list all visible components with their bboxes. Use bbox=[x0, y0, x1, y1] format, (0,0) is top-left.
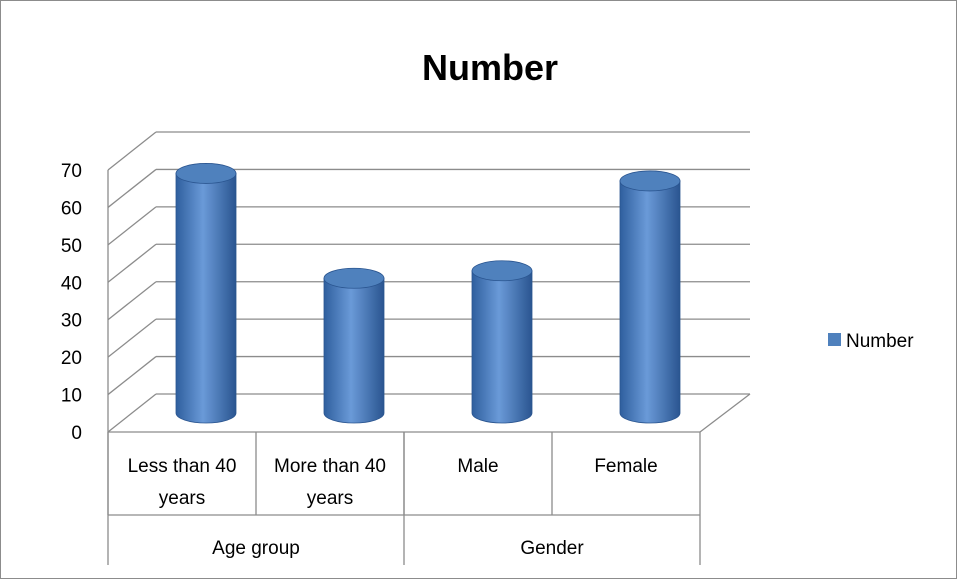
legend-swatch bbox=[828, 333, 841, 346]
y-tick-label: 20 bbox=[61, 348, 82, 369]
bar-top bbox=[323, 267, 385, 289]
floor-edge bbox=[699, 393, 751, 433]
x-tick-label: More than 40 years bbox=[274, 456, 386, 509]
bar-top bbox=[471, 260, 533, 282]
bar bbox=[175, 173, 237, 424]
bar-top bbox=[175, 163, 237, 184]
group-label: Age group bbox=[212, 538, 300, 559]
y-tick-label: 0 bbox=[71, 423, 82, 444]
x-tick-label: Male bbox=[457, 456, 499, 477]
x-tick-label: Female bbox=[594, 456, 658, 477]
y-tick-label: 40 bbox=[61, 273, 82, 294]
y-tick-label: 70 bbox=[61, 161, 82, 182]
grid-line bbox=[107, 393, 157, 433]
grid-line bbox=[107, 131, 157, 171]
bar bbox=[619, 180, 681, 424]
grid-line bbox=[107, 318, 157, 358]
bar-top bbox=[619, 170, 681, 192]
grid-line bbox=[107, 243, 157, 283]
legend-label: Number bbox=[846, 331, 914, 352]
y-tick-label: 10 bbox=[61, 386, 82, 407]
group-label: Gender bbox=[520, 538, 584, 559]
grid-line bbox=[107, 206, 157, 246]
y-tick-label: 60 bbox=[61, 198, 82, 219]
grid-line bbox=[107, 281, 157, 321]
grid-line bbox=[107, 356, 157, 396]
y-tick-label: 50 bbox=[61, 236, 82, 257]
bar bbox=[323, 277, 385, 424]
y-tick-label: 30 bbox=[61, 311, 82, 332]
bar bbox=[471, 270, 533, 424]
x-tick-label: Less than 40 years bbox=[127, 456, 237, 509]
grid-line bbox=[107, 168, 157, 208]
chart-title: Number bbox=[422, 47, 558, 88]
